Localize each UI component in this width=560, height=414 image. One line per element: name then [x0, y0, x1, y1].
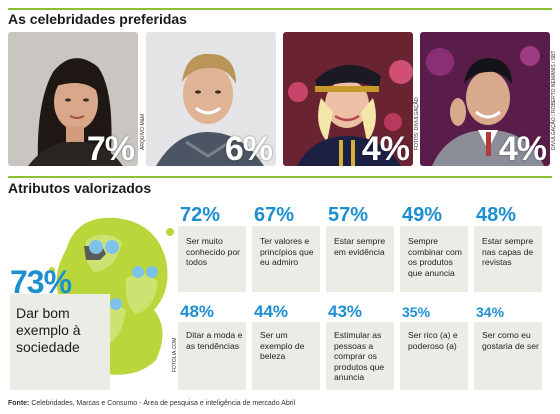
attribute-label-6: Ditar a moda e as tendências	[186, 330, 243, 351]
attribute-label-7: Ser um exemplo de beleza	[260, 330, 305, 361]
attribute-percent-3: 57%	[328, 204, 369, 226]
attribute-label-1: Ser muito conhecido por todos	[186, 236, 240, 267]
mid-rule	[8, 176, 552, 178]
attribute-percent-6: 48%	[180, 302, 215, 321]
attribute-card-2	[252, 226, 320, 292]
celebrity-percent-4: 4%	[498, 130, 547, 166]
attribute-card-10	[474, 322, 542, 390]
celebrity-percent-1: 7%	[86, 130, 135, 166]
top-rule	[8, 8, 552, 10]
attribute-percent-2: 67%	[254, 204, 295, 226]
attribute-percent-9: 35%	[402, 304, 431, 320]
attribute-percent-7: 44%	[254, 302, 289, 321]
section-title-celebrities: As celebridades preferidas	[8, 11, 187, 27]
attribute-label-9: Ser rico (a) e poderoso (a)	[408, 330, 458, 351]
source-footer: Fonte: Celebridades, Marcas e Consumo - …	[8, 400, 295, 407]
attribute-percent-4: 49%	[402, 204, 443, 226]
celebrity-percent-3: 4%	[361, 130, 410, 166]
performer-portrait-icon	[283, 32, 413, 166]
attribute-label-5: Estar sempre nas capas de revistas	[482, 236, 534, 267]
celebrity-photo-2: 6%	[146, 32, 276, 166]
attribute-label-8: Estimular as pessoas a comprar os produt…	[334, 330, 385, 382]
presenter-portrait-icon	[420, 32, 550, 166]
attribute-label-4: Sempre combinar com os produtos que anun…	[408, 236, 462, 278]
attribute-percent-10: 34%	[476, 304, 505, 320]
celebrity-photo-1: 7%	[8, 32, 138, 166]
man-portrait-icon	[146, 32, 276, 166]
attribute-label-2: Ter valores e princípios que eu admiro	[260, 236, 314, 267]
attribute-card-6	[178, 322, 246, 390]
source-label: Fonte:	[8, 400, 30, 407]
attribute-card-5	[474, 226, 542, 292]
highlight-label: Dar bom exemplo à sociedade	[16, 305, 81, 355]
attribute-card-1	[178, 226, 246, 292]
attribute-percent-5: 48%	[476, 204, 517, 226]
celebrity-photo-4: 4%	[420, 32, 550, 166]
attribute-card-8	[326, 322, 394, 390]
source-text: Celebridades, Marcas e Consumo - Área de…	[31, 400, 296, 407]
celebrity-photo-3: 4%	[283, 32, 413, 166]
photo-credit-3: DIVULGAÇÃO / ROBERTO NEMANIS / SBT	[551, 50, 557, 150]
section-title-attributes: Atributos valorizados	[8, 180, 152, 196]
attribute-card-9	[400, 322, 468, 390]
highlight-card	[10, 294, 110, 390]
woman-portrait-icon	[8, 32, 138, 166]
celebrity-percent-2: 6%	[224, 130, 273, 166]
attribute-card-3	[326, 226, 394, 292]
attribute-card-4	[400, 226, 468, 292]
attribute-percent-1: 72%	[180, 204, 221, 226]
attribute-label-10: Ser como eu gostaria de ser	[482, 330, 539, 351]
attribute-percent-8: 43%	[328, 302, 363, 321]
attribute-label-3: Estar sempre em evidência	[334, 236, 386, 257]
attribute-card-7	[252, 322, 320, 390]
